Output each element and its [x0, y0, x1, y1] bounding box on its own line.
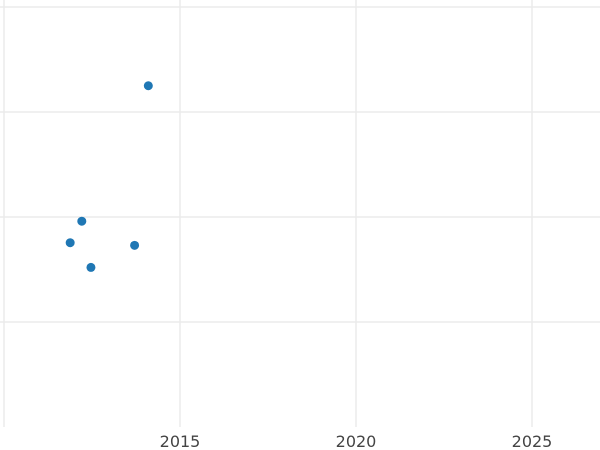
scatter-point: [143, 81, 153, 91]
scatter-point: [86, 262, 96, 272]
scatter-point: [130, 240, 140, 250]
x-tick-label: 2015: [160, 432, 201, 450]
x-tick-label: 2020: [336, 432, 377, 450]
x-tick-label: 2025: [512, 432, 553, 450]
scatter-point: [65, 238, 75, 248]
scatter-point: [77, 216, 87, 226]
data-points: [65, 81, 153, 272]
gridlines: [0, 0, 600, 427]
x-axis-ticks: 2015 2020 2025: [160, 432, 553, 450]
